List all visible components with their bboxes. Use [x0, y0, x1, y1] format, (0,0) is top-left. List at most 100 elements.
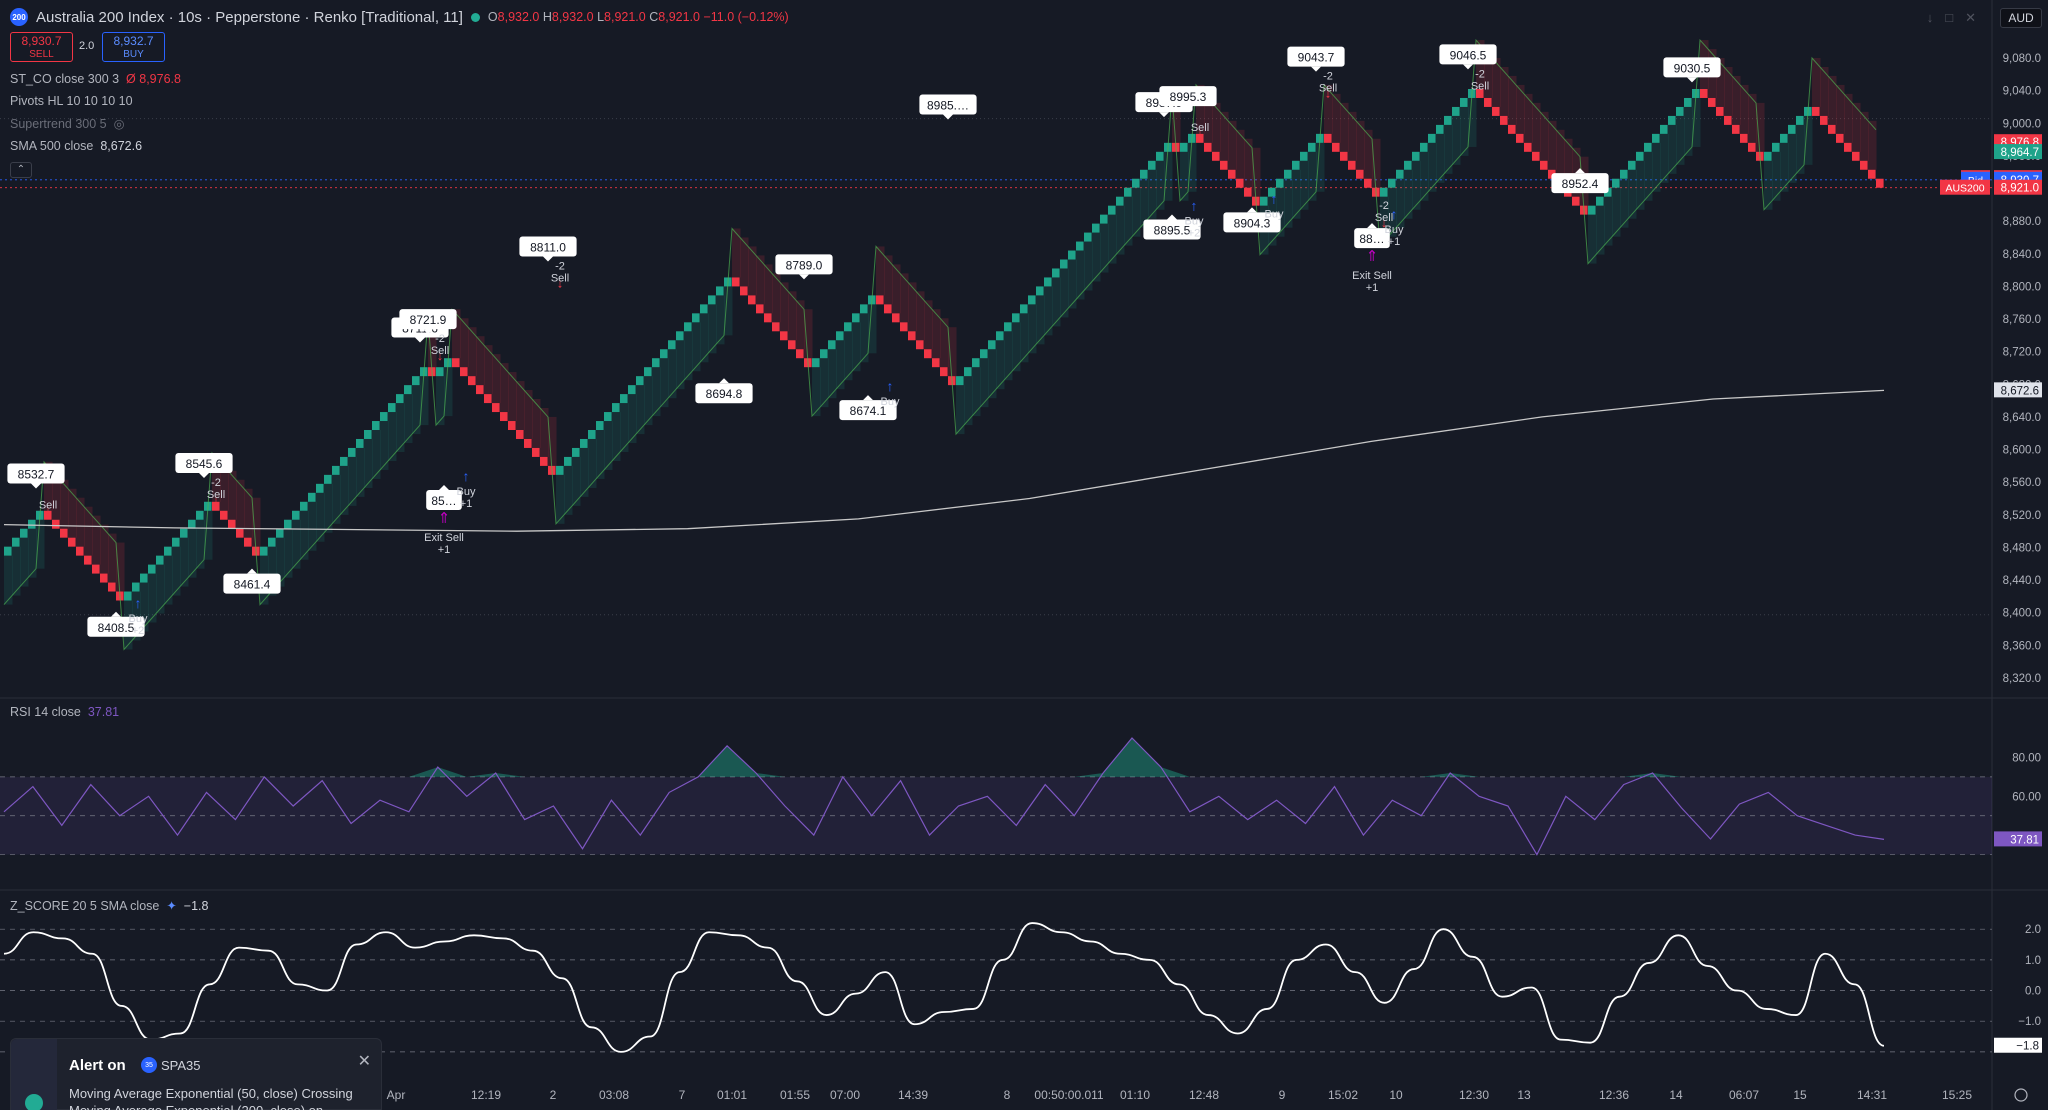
- collapse-legend-button[interactable]: ⌃: [10, 162, 32, 178]
- supertrend-fill: [1356, 120, 1365, 170]
- alert-symbol-icon: 35: [141, 1057, 157, 1073]
- renko-brick: [1708, 97, 1716, 107]
- supertrend-fill: [1244, 138, 1253, 188]
- spread-value: 2.0: [79, 40, 95, 52]
- supertrend-fill: [276, 537, 285, 587]
- price-tick-label: 9,080.0: [2003, 53, 2041, 65]
- renko-brick: [828, 340, 836, 350]
- time-tick-label: 03:08: [599, 1088, 629, 1102]
- supertrend-fill: [1620, 178, 1629, 228]
- renko-brick: [820, 349, 828, 359]
- chart-toolbar[interactable]: ↓□✕: [1926, 10, 1988, 25]
- sell-button[interactable]: 8,930.7 SELL: [10, 32, 73, 62]
- legend-pivots[interactable]: Pivots HL 10 10 10 10: [10, 94, 133, 108]
- supertrend-fill: [1044, 286, 1053, 336]
- supertrend-fill: [1036, 295, 1045, 345]
- pivot-pointer: [1463, 64, 1473, 70]
- alert-title: Alert on: [69, 1057, 126, 1074]
- renko-brick: [1276, 178, 1284, 188]
- time-tick-label: 14:31: [1857, 1088, 1887, 1102]
- signal-qty: +2: [132, 625, 145, 637]
- renko-brick: [1092, 223, 1100, 233]
- renko-brick: [1796, 115, 1804, 125]
- renko-brick: [1844, 142, 1852, 152]
- supertrend-fill: [1252, 147, 1261, 197]
- supertrend-fill: [1428, 142, 1437, 192]
- renko-brick: [1492, 106, 1500, 116]
- market-status-icon: [470, 12, 480, 22]
- renko-brick: [772, 322, 780, 332]
- pivot-label-box: [695, 383, 753, 404]
- close-icon[interactable]: ✕: [357, 1053, 371, 1070]
- renko-brick: [1660, 124, 1668, 134]
- alert-toast[interactable]: Alert on 35 SPA35 Moving Average Exponent…: [10, 1038, 382, 1110]
- sell-arrow-icon: ↓: [1325, 86, 1332, 101]
- pivot-label-box: [426, 489, 462, 510]
- buy-button[interactable]: 8,932.7 BUY: [102, 32, 165, 62]
- renko-brick: [180, 528, 188, 538]
- renko-brick: [1036, 286, 1044, 296]
- renko-brick: [780, 331, 788, 341]
- legend-supertrend[interactable]: Supertrend 300 5 ◎: [10, 117, 125, 131]
- renko-brick: [1612, 178, 1620, 188]
- supertrend-fill: [756, 255, 765, 305]
- pivot-pointer: [719, 378, 729, 384]
- renko-brick: [300, 501, 308, 511]
- signal-label: Sell: [1191, 122, 1209, 134]
- sell-arrow-icon: ↓: [45, 502, 52, 517]
- symbol-title[interactable]: Australia 200 Index · 10s · Pepperstone …: [36, 8, 463, 26]
- signal-qty: -2: [211, 477, 221, 489]
- supertrend-fill: [676, 340, 685, 390]
- renko-brick: [1436, 124, 1444, 134]
- legend-st-co[interactable]: ST_CO close 300 3 Ø 8,976.8: [10, 72, 181, 86]
- supertrend-fill: [900, 273, 909, 323]
- renko-brick: [332, 465, 340, 475]
- currency-selector[interactable]: AUD: [2000, 8, 2042, 28]
- time-tick-label: 01:01: [717, 1088, 747, 1102]
- renko-brick: [76, 546, 84, 556]
- renko-brick: [1356, 169, 1364, 179]
- supertrend-fill: [1756, 102, 1765, 152]
- renko-brick: [1508, 124, 1516, 134]
- renko-brick: [1524, 142, 1532, 152]
- supertrend-fill: [884, 255, 893, 305]
- hidden-eye-icon[interactable]: ◎: [113, 117, 125, 131]
- legend-zscore[interactable]: Z_SCORE 20 5 SMA close ✦ −1.8: [10, 899, 209, 913]
- supertrend-fill: [716, 295, 725, 345]
- supertrend-fill: [1460, 106, 1469, 156]
- supertrend-fill: [284, 528, 293, 578]
- signal-label: Buy: [881, 396, 900, 408]
- pivot-pointer: [439, 484, 449, 490]
- supertrend-fill: [1476, 40, 1485, 89]
- price-label-box: [1994, 144, 2042, 160]
- time-tick-label: 7: [679, 1088, 686, 1102]
- renko-brick: [1204, 142, 1212, 152]
- symbol-flag-icon: 200: [10, 8, 28, 26]
- supertrend-fill: [340, 465, 349, 515]
- supertrend-fill: [1780, 142, 1789, 192]
- renko-brick: [348, 447, 356, 457]
- supertrend-fill: [1100, 223, 1109, 273]
- price-tick-label: 8,760.0: [2003, 314, 2041, 326]
- renko-brick: [1628, 160, 1636, 170]
- signal-qty: +2: [1188, 228, 1201, 240]
- renko-brick: [924, 349, 932, 359]
- renko-brick: [708, 295, 716, 305]
- price-tick-label: 8,560.0: [2003, 477, 2041, 489]
- z-tick-label: −1.0: [2018, 1016, 2041, 1028]
- renko-brick: [1052, 268, 1060, 278]
- signal-label: Exit Sell: [424, 532, 464, 544]
- supertrend-fill: [820, 358, 829, 408]
- pivot-label-box: [87, 616, 145, 637]
- renko-brick: [84, 555, 92, 565]
- time-tick-label: 2: [550, 1088, 557, 1102]
- renko-brick: [1028, 295, 1036, 305]
- pivot-label-box: [1551, 173, 1609, 194]
- time-tick-label: 15:02: [1328, 1088, 1358, 1102]
- supertrend-fill: [196, 519, 205, 569]
- price-label-box: [1994, 179, 2042, 195]
- legend-rsi[interactable]: RSI 14 close 37.81: [10, 705, 120, 719]
- legend-sma[interactable]: SMA 500 close 8,672.6: [10, 139, 143, 153]
- supertrend-fill: [1068, 259, 1077, 309]
